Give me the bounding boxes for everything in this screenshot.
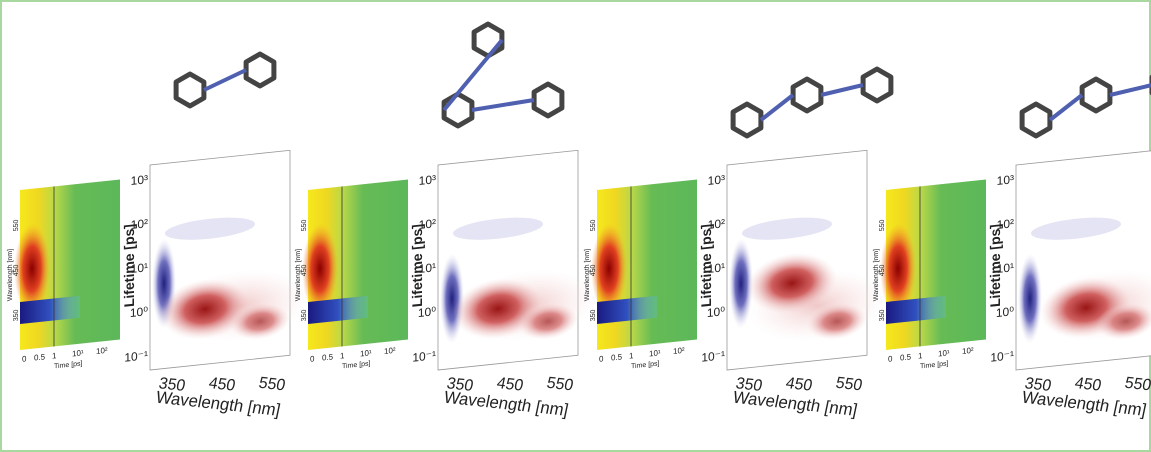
y-tick-label: 350 — [13, 309, 20, 321]
x-tick-label: 0.5 — [900, 352, 912, 362]
bond — [444, 40, 502, 110]
y-tick-label: 450 — [301, 264, 308, 276]
y-tick-label: 350 — [301, 309, 308, 321]
x-tick-label: 450 — [495, 374, 525, 395]
x-axis-label: Time [ps] — [342, 360, 370, 370]
bond — [204, 70, 246, 90]
y-tick-label: 10⁰ — [707, 304, 725, 320]
figure: Wavelength [nm]35045055000.5110¹10²Time … — [0, 0, 1151, 452]
y-tick-label: 350 — [590, 309, 597, 321]
lda-map: Lifetime [ps]10³10²10¹10⁰10⁻¹350450550Wa… — [409, 148, 598, 436]
y-tick-label: 550 — [879, 219, 886, 231]
x-tick-label: 0 — [888, 354, 893, 363]
x-tick-label: 10² — [384, 346, 396, 356]
y-tick-label: 10⁰ — [130, 304, 148, 320]
ring — [733, 104, 761, 136]
molecule — [176, 54, 274, 106]
x-tick-label: 450 — [207, 374, 237, 395]
y-tick-label: 10² — [997, 216, 1014, 232]
y-tick-label: 450 — [590, 264, 597, 276]
x-tick-label: 450 — [784, 374, 814, 395]
y-tick-label: 10⁰ — [996, 304, 1014, 320]
heatmap: Wavelength [nm]35045055000.5110¹10²Time … — [584, 179, 697, 375]
x-tick-label: 10¹ — [938, 348, 950, 358]
x-tick-label: 550 — [545, 374, 575, 395]
y-tick-label: 450 — [879, 264, 886, 276]
bond — [761, 95, 793, 120]
y-tick-label: 10³ — [708, 172, 725, 188]
ring — [246, 54, 274, 86]
molecule — [1022, 69, 1151, 136]
x-tick-label: 0.5 — [611, 352, 623, 362]
x-tick-label: 1 — [918, 351, 923, 360]
x-tick-label: 1 — [52, 351, 57, 360]
bond — [472, 100, 534, 110]
x-tick-label: 0 — [310, 354, 315, 363]
ring — [176, 74, 204, 106]
y-tick-label: 350 — [879, 309, 886, 321]
x-axis-label: Time [ps] — [54, 360, 82, 370]
y-tick-label: 10¹ — [131, 260, 148, 276]
x-tick-label: 10¹ — [360, 348, 372, 358]
molecule — [733, 69, 891, 136]
y-tick-label: 10³ — [419, 172, 436, 188]
y-tick-label: 450 — [13, 264, 20, 276]
x-tick-label: 10² — [673, 346, 685, 356]
y-tick-label: 10³ — [997, 172, 1014, 188]
y-tick-label: 10⁰ — [418, 304, 436, 320]
y-tick-label: 550 — [590, 219, 597, 231]
ring — [474, 24, 502, 56]
y-tick-label: 10¹ — [708, 260, 725, 276]
ring — [1022, 104, 1050, 136]
ring — [534, 84, 562, 116]
x-tick-label: 10² — [96, 346, 108, 356]
x-tick-label: 0 — [22, 354, 27, 363]
x-tick-label: 450 — [1073, 374, 1103, 395]
x-tick-label: 1 — [340, 351, 345, 360]
x-tick-label: 550 — [834, 374, 864, 395]
x-axis-label: Time [ps] — [631, 360, 659, 370]
y-tick-label: 10² — [419, 216, 436, 232]
x-tick-label: 10¹ — [72, 348, 84, 358]
ring — [863, 69, 891, 101]
y-tick-label: 10¹ — [997, 260, 1014, 276]
x-tick-label: 0.5 — [34, 352, 46, 362]
x-tick-label: 0.5 — [322, 352, 334, 362]
molecule — [444, 24, 562, 126]
y-tick-label: 10⁻¹ — [990, 348, 1014, 364]
ring — [1082, 79, 1110, 111]
x-axis-label: Time [ps] — [920, 360, 948, 370]
y-tick-label: 10⁻¹ — [412, 348, 436, 364]
y-tick-label: 550 — [13, 219, 20, 231]
x-tick-label: 0 — [599, 354, 604, 363]
y-tick-label: 10² — [131, 216, 148, 232]
ring — [793, 79, 821, 111]
x-tick-label: 10¹ — [649, 348, 661, 358]
y-tick-label: 550 — [301, 219, 308, 231]
y-tick-label: 10⁻¹ — [701, 348, 725, 364]
x-tick-label: 1 — [629, 351, 634, 360]
y-tick-label: 10¹ — [419, 260, 436, 276]
ring — [444, 94, 472, 126]
bond — [1110, 85, 1151, 95]
bond — [1050, 95, 1082, 120]
y-tick-label: 10⁻¹ — [124, 348, 148, 364]
bond — [821, 85, 863, 95]
x-tick-label: 550 — [1123, 374, 1151, 395]
x-tick-label: 10² — [962, 346, 974, 356]
y-tick-label: 10³ — [131, 172, 148, 188]
x-tick-label: 550 — [257, 374, 287, 395]
y-tick-label: 10² — [708, 216, 725, 232]
